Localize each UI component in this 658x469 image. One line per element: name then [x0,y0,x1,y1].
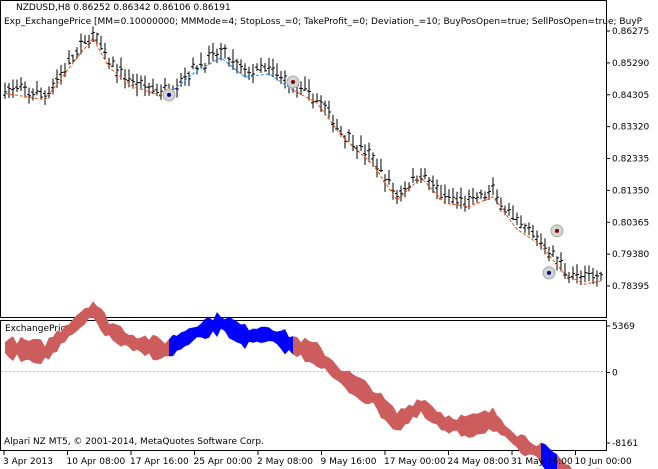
exchange-price-cloud [5,301,601,469]
indicator-title: ExchangePrice [5,324,71,334]
buy-marker-dot [547,270,551,275]
price-tick-label: 0.79380 [612,250,649,260]
sell-marker-dot [291,79,295,84]
trend-lines [4,37,602,285]
time-tick-label: 17 May 00:00 [384,457,446,467]
indicator-tick-label: 0 [612,368,618,378]
indicator-axis: 5369 0 -8161 [606,322,638,449]
symbol-label: NZDUSD,H8 0.86252 0.86342 0.86106 0.8619… [16,3,231,13]
time-tick-label: 3 Apr 2013 [3,457,53,467]
cloud-bear-segment [169,312,293,357]
price-tick-label: 0.84305 [612,91,649,101]
trend-line-up [292,89,602,285]
buy-marker-dot [167,92,171,97]
time-tick-label: 2 May 08:00 [257,457,313,467]
cloud-bear-segment [541,442,557,469]
price-tick-label: 0.80365 [612,218,649,228]
trend-line-down [168,57,294,94]
time-tick-label: 25 Apr 00:00 [194,457,253,467]
cloud-bull-segment [293,336,541,464]
price-tick-label: 0.78395 [612,282,649,292]
price-tick-label: 0.81350 [612,186,649,196]
price-tick-label: 0.85290 [612,59,649,69]
indicator-tick-label: 5369 [612,322,635,332]
price-tick-label: 0.86275 [612,27,649,37]
cloud-bull-segment [5,301,169,365]
time-tick-label: 9 May 16:00 [321,457,377,467]
copyright-label: Alpari NZ MT5, © 2001-2014, MetaQuotes S… [4,437,264,447]
time-tick-label: 17 Apr 16:00 [130,457,189,467]
trade-markers [162,75,564,280]
indicator-panel-frame [0,320,607,451]
trend-line-up [4,37,170,101]
price-tick-label: 0.82335 [612,155,649,165]
cloud-bull-segment [557,454,601,469]
indicator-tick-label: -8161 [612,439,638,449]
main-panel-frame [0,0,607,318]
time-axis: 3 Apr 2013 10 Apr 08:00 17 Apr 16:00 25 Apr… [3,451,632,467]
price-tick-label: 0.83320 [612,123,649,133]
time-tick-label: 24 May 08:00 [448,457,510,467]
time-tick-label: 10 Jun 00:00 [575,457,632,467]
price-bars [3,26,603,287]
indicator-label: Exp_ExchangePrice [MM=0.10000000; MMMode… [4,17,643,27]
time-tick-label: 10 Apr 08:00 [67,457,126,467]
price-axis: 0.86275 0.85290 0.84305 0.83320 0.82335 0.813… [606,27,649,292]
time-tick-label: 31 May 16:00 [511,457,573,467]
sell-marker-dot [555,228,559,233]
